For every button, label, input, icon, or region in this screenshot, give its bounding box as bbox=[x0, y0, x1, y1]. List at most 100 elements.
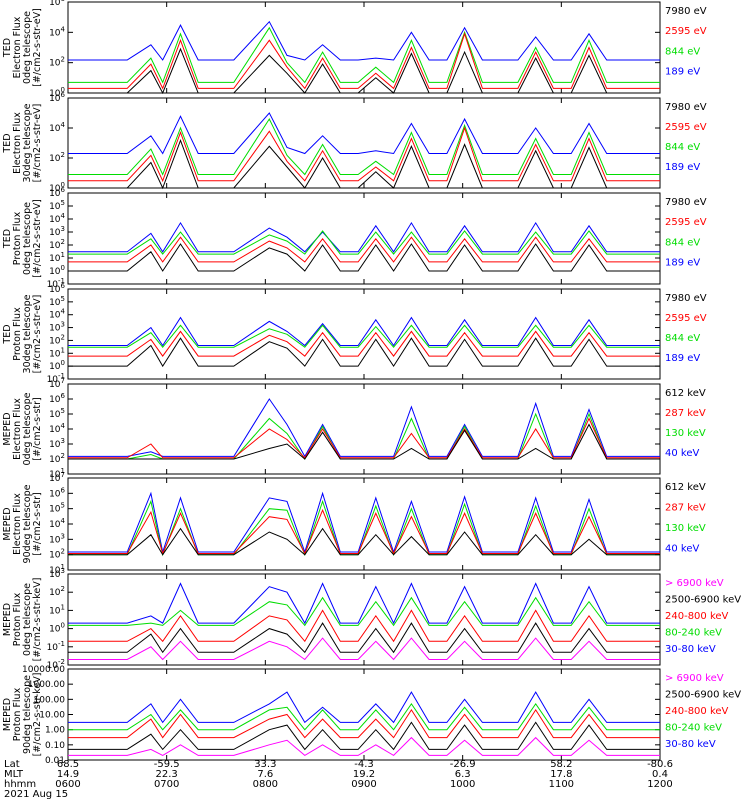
y-tick-base: 10 bbox=[49, 349, 61, 359]
y-tick-exponent: 5 bbox=[61, 407, 65, 415]
y-tick-exponent: 6 bbox=[61, 392, 66, 400]
y-tick-exponent: 4 bbox=[61, 517, 66, 525]
y-tick-exponent: 4 bbox=[61, 25, 66, 33]
panel-8: 0.010.101.0010.00100.001000.0010000.00ME… bbox=[2, 665, 741, 766]
y-axis-label: MEPEDProton Flux90deg telescope[#/cm2-s-… bbox=[2, 673, 43, 757]
y-tick-base: 10 bbox=[49, 588, 61, 598]
y-tick-exponent: 0 bbox=[61, 86, 65, 94]
y-axis-label-line: [#/cm2-s-str-eV] bbox=[32, 104, 43, 183]
y-axis-label-line: [#/cm2-s-str] bbox=[32, 397, 43, 460]
y-tick-base: 10 bbox=[47, 661, 59, 671]
y-tick-label: 100 bbox=[49, 359, 65, 372]
y-axis-label-line: MEPED bbox=[2, 507, 13, 540]
legend-entry: 844 eV bbox=[665, 237, 700, 248]
y-tick-label: 103 bbox=[49, 567, 65, 580]
y-tick-label: 104 bbox=[49, 212, 65, 225]
y-tick-exponent: 1 bbox=[61, 346, 65, 354]
x-axis-row-title: hhmm bbox=[4, 779, 36, 790]
y-tick-exponent: 7 bbox=[61, 471, 65, 479]
y-axis-label: MEPEDElectron Flux0deg telescope[#/cm2-s… bbox=[2, 392, 43, 465]
y-axis-label-line: [#/cm2-s-str-eV] bbox=[32, 8, 43, 87]
y-tick-base: 10 bbox=[49, 0, 61, 8]
legend-entry: 287 keV bbox=[665, 408, 706, 419]
x-tick-label-hhmm: 0600 bbox=[55, 779, 80, 790]
y-tick-base: 10 bbox=[47, 375, 59, 385]
series-line-2595-eV bbox=[68, 236, 660, 263]
y-axis-label-line: [#/cm2-s-str] bbox=[32, 492, 43, 555]
y-tick-label: 105 bbox=[49, 502, 65, 515]
x-tick-label-mlt: 17.8 bbox=[550, 769, 572, 780]
y-tick-base: 10 bbox=[49, 570, 61, 580]
y-axis-label-line: 0deg telescope bbox=[22, 392, 33, 465]
y-tick-exponent: 2 bbox=[61, 333, 65, 341]
x-tick-label-hhmm: 1100 bbox=[549, 779, 574, 790]
series-line-189-eV bbox=[68, 20, 660, 61]
y-tick-label: 100.00 bbox=[34, 695, 66, 705]
x-tick-label-mlt: 19.2 bbox=[353, 769, 375, 780]
x-tick-label-lat: -80.6 bbox=[647, 759, 673, 770]
legend-entry: 80-240 keV bbox=[665, 628, 722, 639]
y-tick-exponent: 2 bbox=[61, 585, 65, 593]
x-tick-label-hhmm: 1000 bbox=[450, 779, 475, 790]
series-line-2595-eV bbox=[68, 32, 660, 90]
legend-entry: 612 keV bbox=[665, 388, 706, 399]
y-tick-exponent: 2 bbox=[61, 56, 65, 64]
y-tick-label: 106 bbox=[49, 186, 65, 199]
y-axis-label-line: Electron Flux bbox=[12, 398, 23, 460]
y-tick-label: 105 bbox=[49, 407, 65, 420]
plot-frame bbox=[67, 1, 661, 94]
series-line-287-keV bbox=[68, 417, 660, 459]
legend-entry: 189 eV bbox=[665, 258, 700, 269]
legend-entry: 240-800 keV bbox=[665, 611, 729, 622]
x-tick-label-mlt: 14.9 bbox=[57, 769, 79, 780]
y-tick-label: 103 bbox=[49, 225, 65, 238]
legend-entry: 2595 eV bbox=[665, 26, 707, 37]
series-line-130-keV bbox=[68, 412, 660, 460]
legend-entry: 130 keV bbox=[665, 428, 706, 439]
plot-frame bbox=[67, 668, 661, 761]
y-tick-base: 10 bbox=[49, 324, 61, 334]
y-tick-base: 10 bbox=[49, 228, 61, 238]
y-tick-label: 102 bbox=[49, 238, 65, 251]
series-line-40-keV bbox=[68, 398, 660, 458]
y-tick-base: 10 bbox=[49, 267, 61, 277]
y-tick-exponent: 1 bbox=[61, 603, 65, 611]
y-tick-exponent: 2 bbox=[61, 238, 65, 246]
y-axis-label-line: 0deg telescope bbox=[22, 11, 33, 84]
series-line-189-eV bbox=[68, 316, 660, 347]
y-tick-exponent: -1 bbox=[58, 640, 65, 648]
y-axis-label-line: Electron Flux bbox=[12, 16, 23, 78]
y-tick-label: 102 bbox=[49, 548, 65, 561]
x-tick-label-lat: -59.5 bbox=[154, 759, 180, 770]
legend-entry: 80-240 keV bbox=[665, 723, 722, 734]
y-axis-label-line: TED bbox=[2, 229, 13, 249]
series-line-844-eV bbox=[68, 117, 660, 176]
y-tick-exponent: 0 bbox=[61, 622, 65, 630]
series-line-30-80-keV bbox=[68, 691, 660, 724]
y-tick-exponent: 2 bbox=[61, 548, 65, 556]
legend-entry: 7980 eV bbox=[665, 197, 707, 208]
series-line-844-eV bbox=[68, 324, 660, 348]
y-tick-exponent: 4 bbox=[61, 212, 66, 220]
y-tick-exponent: 3 bbox=[61, 437, 65, 445]
legend-entry: 189 eV bbox=[665, 67, 700, 78]
y-tick-label: 104 bbox=[49, 517, 65, 530]
y-tick-exponent: 6 bbox=[61, 282, 66, 290]
legend-entry: 40 keV bbox=[665, 543, 699, 554]
y-tick-label: 101 bbox=[49, 346, 65, 359]
y-tick-label: 100 bbox=[49, 622, 65, 635]
y-tick-base: 10 bbox=[49, 410, 61, 420]
y-tick-exponent: 4 bbox=[61, 121, 66, 129]
y-tick-base: 10 bbox=[47, 643, 59, 653]
y-tick-base: 10 bbox=[49, 566, 61, 576]
series-line-287-keV bbox=[68, 508, 660, 555]
legend-entry: 189 eV bbox=[665, 353, 700, 364]
y-tick-label: 104 bbox=[49, 25, 65, 38]
legend-entry: 287 keV bbox=[665, 502, 706, 513]
y-tick-exponent: 3 bbox=[61, 225, 65, 233]
legend-entry: 844 eV bbox=[665, 333, 700, 344]
y-tick-exponent: 4 bbox=[61, 422, 66, 430]
